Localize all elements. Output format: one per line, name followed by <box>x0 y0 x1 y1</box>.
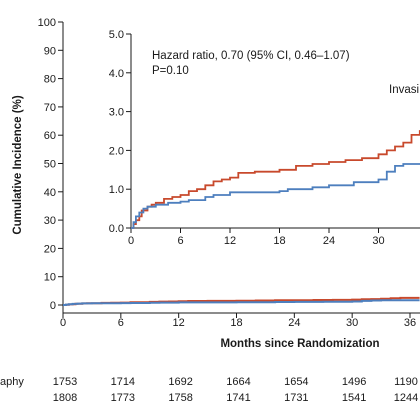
risk-table-value: 1753 <box>53 376 77 388</box>
risk-table-value: 1190 <box>394 376 418 388</box>
inset-series-line-2 <box>131 163 420 229</box>
inset-y-tick-label: 4.0 <box>109 68 124 80</box>
outer-x-tick-label: 24 <box>288 317 300 329</box>
outer-series-line-2 <box>63 299 420 306</box>
outer-y-tick-label: 60 <box>44 130 56 142</box>
x-axis-title: Months since Randomization <box>220 338 379 350</box>
inset-y-tick-label: 0.0 <box>109 223 124 235</box>
outer-x-tick-label: 6 <box>118 317 124 329</box>
risk-table-value: 1758 <box>168 392 192 404</box>
outer-y-tick-label: 40 <box>44 187 56 199</box>
inset-x-tick-label: 30 <box>372 235 384 247</box>
outer-y-tick-label: 90 <box>44 45 56 57</box>
outer-y-tick-label: 30 <box>44 215 56 227</box>
risk-table-value: 1654 <box>284 376 308 388</box>
outer-x-tick-label: 12 <box>173 317 185 329</box>
risk-table-value: 1741 <box>226 392 250 404</box>
hazard-ratio-annotation: Hazard ratio, 0.70 (95% CI, 0.46–1.07) <box>152 50 350 62</box>
inset-series-label: Invasi <box>389 84 419 96</box>
outer-x-tick-label: 30 <box>346 317 358 329</box>
outer-series <box>63 296 420 306</box>
inset-x-tick-label: 6 <box>177 235 183 247</box>
inset-x-tick-label: 24 <box>323 235 335 247</box>
risk-table-value: 1731 <box>284 392 308 404</box>
outer-x-tick-label: 0 <box>60 317 66 329</box>
inset-y-tick-label: 2.0 <box>109 145 124 157</box>
outer-x-tick-label: 18 <box>230 317 242 329</box>
risk-table-value: 1692 <box>168 376 192 388</box>
risk-table-value: 1541 <box>342 392 366 404</box>
inset-chart: 0.0 1.0 2.0 3.0 4.0 5.0 0 6 12 18 24 30 Hazard rati… <box>109 29 420 247</box>
outer-y-tick-label: 70 <box>44 102 56 114</box>
risk-table-value: 1808 <box>53 392 77 404</box>
inset-y-tick-label: 5.0 <box>109 29 124 41</box>
outer-axes <box>62 22 420 314</box>
outer-y-tick-label: 10 <box>44 272 56 284</box>
y-axis-title: Cumulative Incidence (%) <box>12 95 24 234</box>
outer-x-tick-label: 36 <box>404 317 416 329</box>
risk-table-value: 1773 <box>111 392 135 404</box>
inset-y-tick-label: 3.0 <box>109 107 124 119</box>
outer-y-tick-label: 20 <box>44 243 56 255</box>
risk-table-value: 1714 <box>111 376 135 388</box>
risk-table-value: 1664 <box>226 376 250 388</box>
inset-ticks: 0.0 1.0 2.0 3.0 4.0 5.0 0 6 12 18 24 30 <box>109 29 385 247</box>
risk-table-row-label: aphy <box>0 376 24 388</box>
risk-table-value: 1496 <box>342 376 366 388</box>
inset-x-tick-label: 18 <box>273 235 285 247</box>
inset-series-line-1 <box>131 130 420 229</box>
inset-series <box>131 130 420 229</box>
outer-y-tick-label: 0 <box>50 300 56 312</box>
inset-y-tick-label: 1.0 <box>109 184 124 196</box>
inset-x-tick-label: 12 <box>224 235 236 247</box>
risk-table-value: 1244 <box>394 392 418 404</box>
outer-y-tick-label: 100 <box>38 17 56 29</box>
outer-y-tick-label: 50 <box>44 159 56 171</box>
inset-x-tick-label: 0 <box>128 235 134 247</box>
risk-table: aphy 1753 1714 1692 1664 1654 1496 1190 1808 1773… <box>0 376 418 404</box>
p-value-annotation: P=0.10 <box>152 65 189 77</box>
outer-y-tick-label: 80 <box>44 74 56 86</box>
